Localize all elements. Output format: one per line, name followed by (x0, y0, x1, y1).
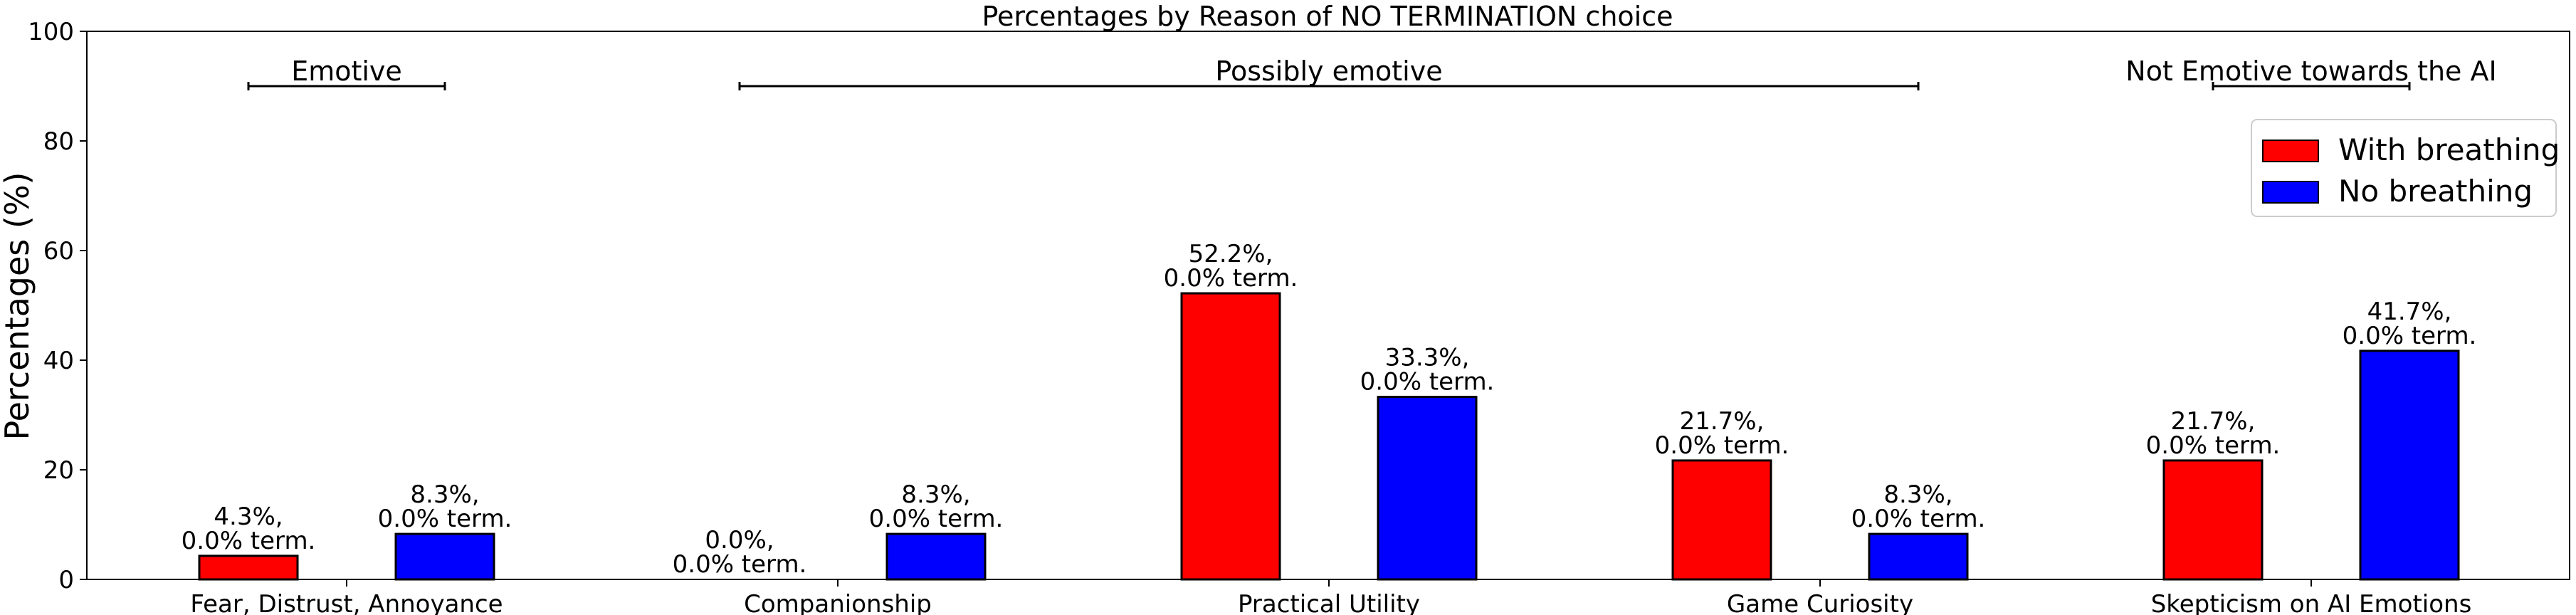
y-axis-label: Percentages (%) (0, 172, 36, 441)
bar-value-label: 0.0% term. (1655, 431, 1789, 460)
plot-frame (86, 31, 2570, 580)
bar-value-label: 21.7%, (1680, 407, 1765, 436)
legend-label-with-breathing: With breathing (2338, 132, 2560, 167)
bar (394, 532, 495, 581)
bar-value-label: 8.3%, (901, 480, 970, 509)
legend-label-no-breathing: No breathing (2338, 174, 2533, 209)
bar-value-label: 4.3%, (214, 503, 283, 531)
legend: With breathing No breathing (2251, 119, 2560, 217)
y-tick-label: 20 (43, 456, 74, 485)
bar-value-label: 0.0%, (705, 526, 774, 554)
bar-value-label: 8.3%, (410, 480, 479, 509)
bar-value-label: 41.7%, (2367, 298, 2452, 326)
y-tick-label: 80 (43, 127, 74, 156)
y-tick-label: 40 (43, 347, 74, 375)
bar-value-label: 0.0% term. (673, 550, 807, 579)
bar-value-label: 0.0% term. (869, 505, 1004, 533)
bar-value-label: 0.0% term. (1360, 368, 1495, 396)
bar-value-label: 0.0% term. (2146, 431, 2281, 460)
bar-value-label: 52.2%, (1189, 240, 1273, 268)
bar-value-label: 0.0% term. (182, 527, 316, 555)
legend-box (2251, 119, 2557, 217)
bar (2162, 459, 2264, 581)
bar (885, 532, 987, 581)
x-tick-label: Companionship (744, 590, 932, 615)
bar-value-label: 0.0% term. (1164, 264, 1298, 293)
bar (1868, 532, 1969, 581)
y-tick-label: 0 (58, 566, 74, 594)
group-label: Possibly emotive (1215, 56, 1442, 87)
bar-value-label: 0.0% term. (2343, 322, 2477, 350)
x-tick-label: Fear, Distrust, Annoyance (190, 590, 503, 615)
legend-swatch-no-breathing (2262, 181, 2319, 204)
y-tick-label: 60 (43, 237, 74, 266)
bar-value-label: 8.3%, (1883, 480, 1952, 509)
bar-value-label: 33.3%, (1385, 344, 1470, 372)
x-tick-label: Practical Utility (1238, 590, 1420, 615)
bar (198, 554, 299, 581)
bar (1671, 459, 1772, 581)
bar-value-label: 0.0% term. (378, 505, 512, 533)
group-label: Not Emotive towards the AI (2125, 56, 2496, 87)
bar (1180, 292, 1281, 581)
legend-swatch-with-breathing (2262, 140, 2319, 162)
bar-value-label: 21.7%, (2171, 407, 2256, 436)
group-label: Emotive (291, 56, 402, 87)
bar (1377, 396, 1478, 581)
bar (2359, 349, 2460, 581)
y-tick-label: 100 (28, 18, 74, 46)
chart-title: Percentages by Reason of NO TERMINATION … (982, 1, 1673, 32)
bar-value-label: 0.0% term. (1851, 505, 1986, 533)
x-tick-label: Game Curiosity (1727, 590, 1913, 615)
x-tick-label: Skepticism on AI Emotions (2151, 590, 2472, 615)
